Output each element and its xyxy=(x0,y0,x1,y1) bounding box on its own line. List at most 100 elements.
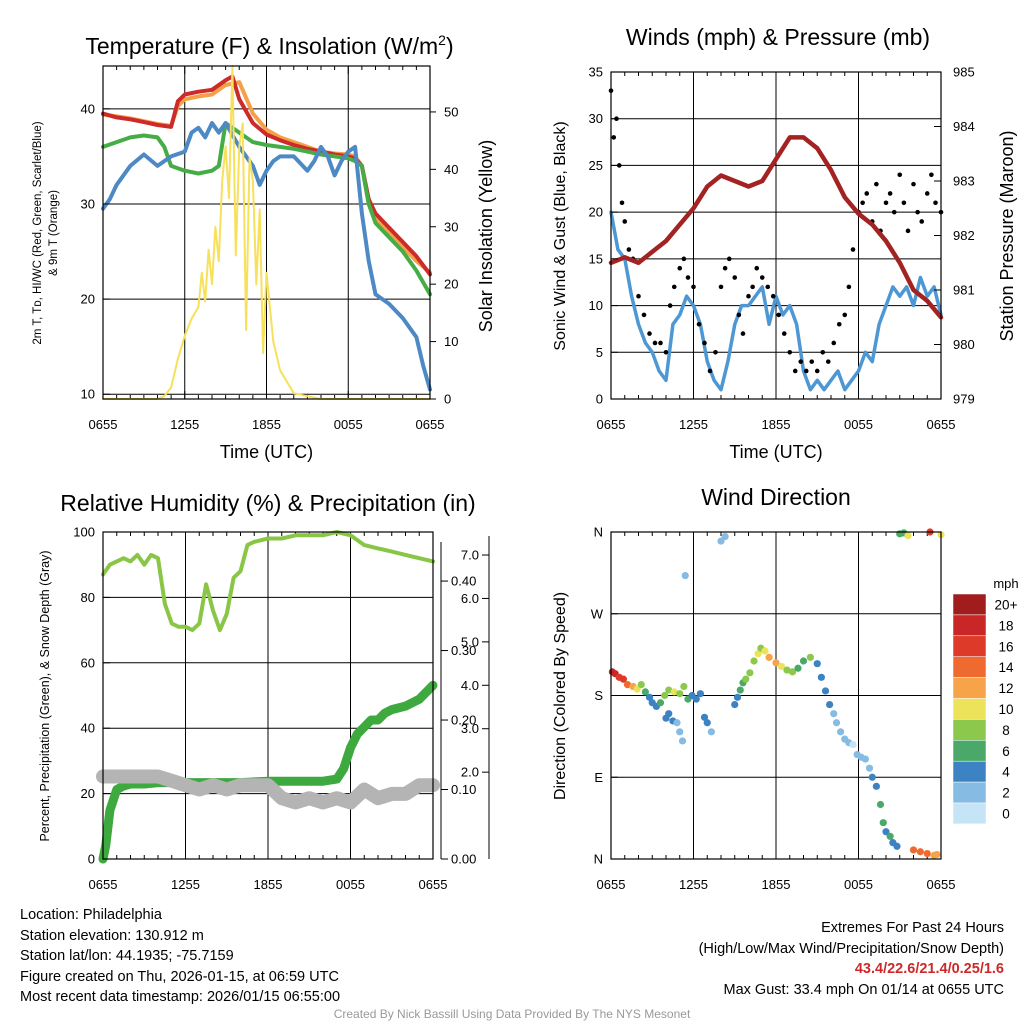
rh-y-tick: 0 xyxy=(88,852,95,867)
direction-point xyxy=(817,673,825,681)
winds-y-tick: 5 xyxy=(596,345,603,360)
direction-point xyxy=(681,572,689,580)
gust-point xyxy=(850,247,856,252)
gust-point xyxy=(746,293,751,299)
colorbar-swatch xyxy=(952,760,987,783)
colorbar-title: mph xyxy=(993,576,1018,591)
direction-point xyxy=(909,846,918,854)
colorbar-label: 14 xyxy=(998,660,1014,675)
gust-point xyxy=(736,312,742,318)
direction-point xyxy=(783,666,791,674)
direction-point xyxy=(703,719,711,727)
winds-x-tick: 0655 xyxy=(597,417,626,432)
temp-y2-tick: 50 xyxy=(444,104,458,119)
winds-y-tick: 30 xyxy=(589,111,603,126)
colorbar-swatch xyxy=(952,656,987,678)
colorbar-label: 2 xyxy=(1002,786,1010,801)
direction-point xyxy=(830,710,838,718)
direction-point xyxy=(754,650,762,658)
snow-tick: 7.0 xyxy=(461,548,479,563)
rh-x-tick: 0055 xyxy=(336,877,365,892)
direction-point xyxy=(645,693,654,701)
winds-y-tick: 35 xyxy=(589,65,603,80)
direction-point xyxy=(676,728,684,736)
direction-point xyxy=(736,686,744,694)
colorbar-label: 16 xyxy=(998,639,1013,654)
gust-point xyxy=(622,219,628,224)
rh-frame xyxy=(102,531,434,860)
winds-series-line xyxy=(609,210,943,392)
gust-point xyxy=(671,284,677,290)
winds-y2-tick: 980 xyxy=(953,337,975,352)
direction-point xyxy=(865,764,874,772)
winds-y-tick: 0 xyxy=(596,392,603,407)
wdir-x-tick: 1855 xyxy=(762,877,791,892)
precip-tick: 0.10 xyxy=(451,782,476,797)
temp-y2-tick: 30 xyxy=(444,219,458,234)
extremes-heading: Extremes For Past 24 Hours xyxy=(821,920,1004,936)
direction-point xyxy=(794,664,802,672)
gust-point xyxy=(915,209,920,215)
snow-tick: 4.0 xyxy=(461,678,479,693)
winds-y2-label: Station Pressure (Maroon) xyxy=(997,130,1017,341)
rh-x-tick: 1255 xyxy=(171,877,200,892)
direction-point xyxy=(893,842,901,850)
temp-y2-tick: 10 xyxy=(444,334,458,349)
gust-point xyxy=(616,163,622,168)
wdir-y-label: Direction (Colored By Speed) xyxy=(552,592,569,800)
precip-tick: 0.40 xyxy=(451,574,476,589)
gust-point xyxy=(652,340,658,346)
winds-y2-tick: 981 xyxy=(953,283,975,298)
winds-y-tick: 15 xyxy=(589,251,603,266)
direction-point xyxy=(904,532,912,540)
gust-point xyxy=(667,303,673,308)
extremes-info: Extremes For Past 24 Hours (High/Low/Max… xyxy=(699,918,1004,1000)
info-location: Location: Philadelphia xyxy=(20,907,162,923)
temp-y-tick: 30 xyxy=(81,196,95,211)
temp-y-label: 2m T, Tᴅ, HI/WC (Red, Green, Scarlet/Blu… xyxy=(32,121,44,344)
colorbar-swatch xyxy=(952,677,987,699)
direction-point xyxy=(661,691,669,700)
direction-point xyxy=(721,532,729,541)
winds-title: Winds (mph) & Pressure (mb) xyxy=(626,24,930,50)
wdir-y-tick: E xyxy=(594,770,603,785)
direction-point xyxy=(765,653,773,661)
wind-direction-chart: 0655 1255 1855 0055 0655 N E S W N Wind Direction D… xyxy=(552,484,1019,892)
gust-point xyxy=(722,265,728,271)
gust-point xyxy=(681,256,687,262)
colorbar-label: 10 xyxy=(998,702,1013,717)
winds-x-tick: 0655 xyxy=(927,417,956,432)
gust-point xyxy=(636,293,641,299)
gust-point xyxy=(677,265,683,271)
colorbar-label: 0 xyxy=(1002,806,1010,821)
snow-tick: 5.0 xyxy=(461,634,479,649)
extremes-subheading: (High/Low/Max Wind/Precipitation/Snow De… xyxy=(698,940,1004,957)
direction-point xyxy=(656,699,665,707)
temp-series-line xyxy=(101,121,432,392)
colorbar-label: 8 xyxy=(1002,723,1010,738)
colorbar-swatch xyxy=(952,719,987,741)
gust-point xyxy=(787,349,793,355)
direction-point xyxy=(641,688,649,696)
colorbar-swatch xyxy=(952,614,987,637)
winds-x-tick: 1255 xyxy=(679,417,708,432)
direction-point xyxy=(916,848,924,856)
gust-point xyxy=(647,331,652,336)
gust-point xyxy=(781,331,787,336)
gust-point xyxy=(803,368,809,374)
gust-point xyxy=(685,275,691,280)
colorbar-label: 4 xyxy=(1002,765,1010,780)
winds-x-label: Time (UTC) xyxy=(729,442,822,462)
direction-point xyxy=(742,675,750,683)
gust-point xyxy=(901,200,907,206)
temp-x-tick: 0655 xyxy=(416,417,445,432)
winds-y2-tick: 983 xyxy=(953,174,975,189)
precip-tick: 0.00 xyxy=(451,852,476,867)
gust-point xyxy=(891,209,897,215)
direction-point xyxy=(861,755,869,763)
colorbar-label: 6 xyxy=(1002,744,1010,759)
direction-point xyxy=(637,681,645,689)
gust-point xyxy=(713,349,718,355)
direction-point xyxy=(746,669,754,677)
gust-point xyxy=(883,200,889,206)
